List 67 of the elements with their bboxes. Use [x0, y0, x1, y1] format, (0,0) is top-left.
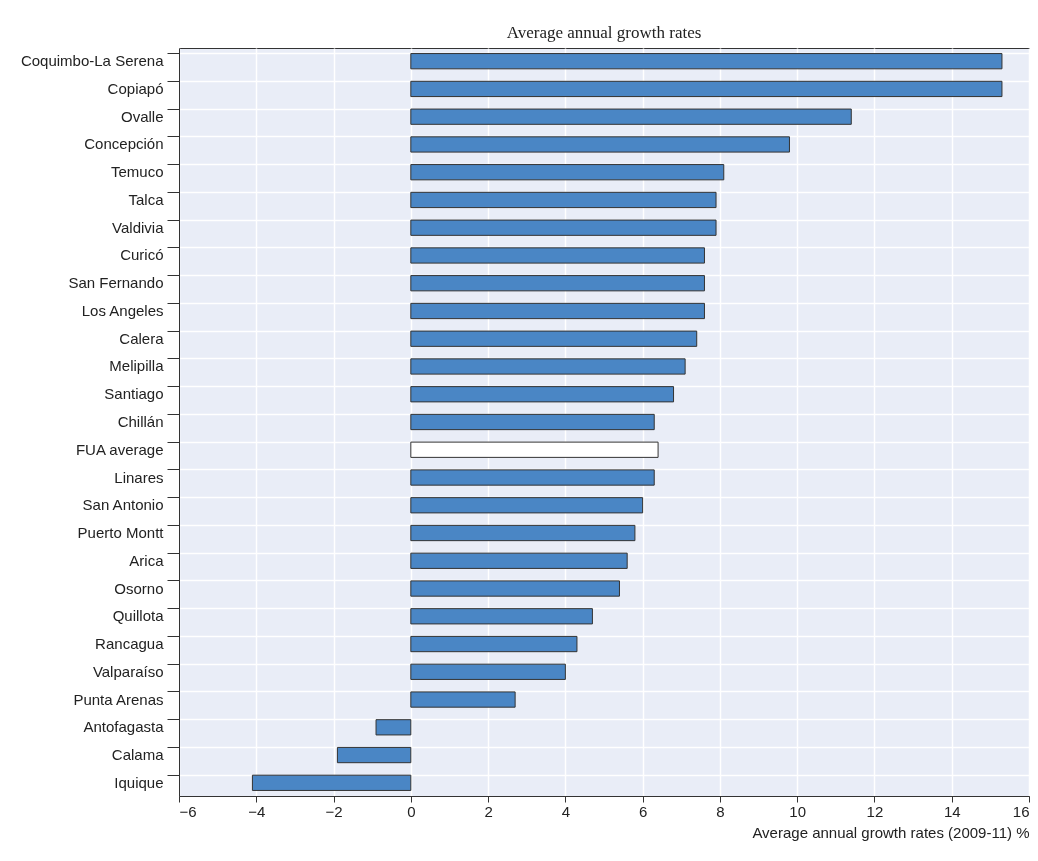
x-tick-label: 14 [943, 802, 961, 820]
x-tick-label: −6 [179, 802, 197, 820]
bar [410, 580, 620, 597]
bar [336, 746, 412, 764]
x-tick-label: 0 [407, 802, 416, 820]
y-tick-label: Melipilla [109, 357, 165, 375]
y-tick-label: Chillán [117, 413, 164, 430]
x-tick-label: 4 [561, 802, 571, 820]
bar [410, 608, 593, 625]
bar [410, 191, 717, 209]
y-tick-label: San Antonio [82, 496, 164, 514]
bar [410, 53, 1003, 70]
bar [410, 386, 675, 403]
bar [410, 552, 628, 569]
y-tick-label: Rancagua [95, 635, 165, 653]
bar [410, 80, 1003, 98]
y-tick-label: Curicó [120, 246, 164, 264]
y-tick-label: Linares [114, 468, 164, 486]
x-tick-label: 16 [1012, 802, 1030, 820]
bar [410, 497, 644, 514]
bar [410, 164, 725, 181]
bar [410, 413, 655, 431]
y-tick-label: Calama [111, 746, 165, 764]
y-tick-label: Ovalle [120, 107, 164, 125]
chart-subtitle: Average annual growth rates [506, 23, 702, 42]
y-tick-label: San Fernando [68, 274, 164, 292]
x-tick-label: −2 [325, 802, 343, 820]
y-tick-label: Concepción [84, 135, 164, 153]
x-tick-label: 2 [484, 802, 493, 820]
x-axis-title: Average annual growth rates (2009-11) % [752, 823, 1030, 841]
y-tick-label: Antofagasta [83, 718, 165, 736]
bar [410, 219, 717, 236]
bar [410, 635, 578, 653]
y-tick-label: Coquimbo-La Serena [20, 52, 165, 70]
bar [375, 719, 412, 736]
y-tick-label: Temuco [110, 163, 164, 181]
y-tick-label: Los Angeles [81, 301, 164, 319]
x-tick-label: −4 [248, 802, 266, 820]
y-tick-label: Punta Arenas [73, 690, 164, 708]
bar [410, 358, 686, 375]
bar [410, 136, 790, 153]
y-tick-label: Talca [128, 190, 165, 208]
bar [410, 524, 636, 542]
bar [410, 247, 705, 264]
y-tick-label: Santiago [104, 385, 164, 403]
y-tick-label: Calera [119, 329, 165, 347]
bar [251, 774, 412, 791]
y-tick-label: Quillota [112, 607, 165, 625]
x-tick-label: 12 [866, 802, 884, 820]
x-tick-label: 6 [638, 802, 648, 820]
bar [410, 663, 566, 680]
y-tick-label: Valparaíso [92, 662, 164, 680]
y-tick-label: Puerto Montt [77, 524, 165, 542]
bar [410, 302, 705, 320]
x-tick-label: 10 [789, 802, 807, 820]
y-tick-label: Osorno [114, 579, 164, 597]
y-tick-label: Valdivia [112, 218, 165, 236]
bar [410, 330, 698, 347]
x-tick-label: 8 [716, 802, 725, 820]
y-tick-label: FUA average [75, 440, 164, 458]
y-tick-label: Copiapó [107, 79, 164, 97]
y-tick-label: Iquique [114, 773, 164, 791]
y-tick-label: Arica [129, 551, 165, 569]
bar [410, 691, 516, 708]
bar [410, 108, 852, 125]
bar [410, 469, 655, 486]
bar [410, 275, 705, 292]
